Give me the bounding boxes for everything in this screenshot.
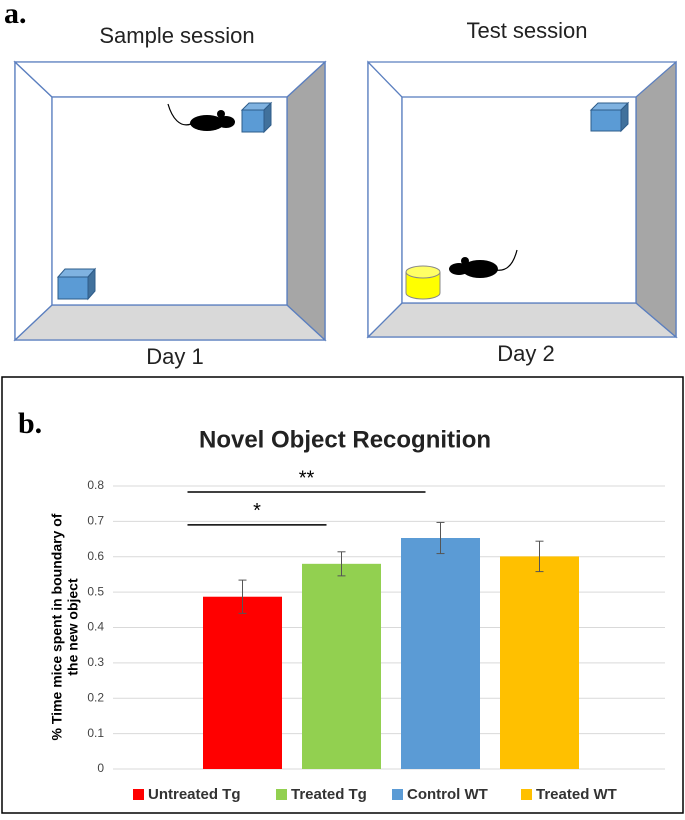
caption: Sample session [99,23,254,48]
cube [56,267,97,301]
chart-title: Novel Object Recognition [199,426,491,453]
panel-label: b. [18,407,42,440]
y-tick-label: 0.7 [87,514,104,528]
mouse [167,103,235,131]
error-bar [436,521,445,555]
significance-label: ** [299,467,315,489]
y-tick-label: 0 [97,761,104,775]
y-tick-label: 0.3 [87,655,104,669]
y-axis-label: % Time mice spent in boundary of [49,513,65,740]
bar [401,538,480,769]
bar [302,563,381,769]
y-tick-label: 0.4 [87,620,104,634]
caption: Day 1 [146,344,203,369]
y-tick-label: 0.2 [87,690,104,704]
legend-label: Treated Tg [291,786,367,803]
error-bar [337,551,346,577]
cylinder [405,265,441,300]
bar [203,596,282,769]
significance-label: * [253,500,261,522]
legend-swatch [521,789,532,800]
y-tick-label: 0.6 [87,549,104,563]
bar [500,556,579,769]
panel-label: a. [4,0,27,30]
caption: Day 2 [497,341,554,366]
y-axis-label: the new object [65,578,81,676]
legend-label: Control WT [407,786,488,803]
legend-swatch [133,789,144,800]
y-tick-label: 0.5 [87,584,104,598]
legend-label: Untreated Tg [148,786,241,803]
cube [589,101,630,133]
legend-swatch [276,789,287,800]
legend-swatch [392,789,403,800]
cube [240,101,273,134]
y-tick-label: 0.8 [87,478,104,492]
y-tick-label: 0.1 [87,726,104,740]
caption: Test session [466,18,587,43]
error-bar [535,540,544,573]
legend-label: Treated WT [536,786,617,803]
mouse [449,249,518,278]
error-bar [238,579,247,614]
